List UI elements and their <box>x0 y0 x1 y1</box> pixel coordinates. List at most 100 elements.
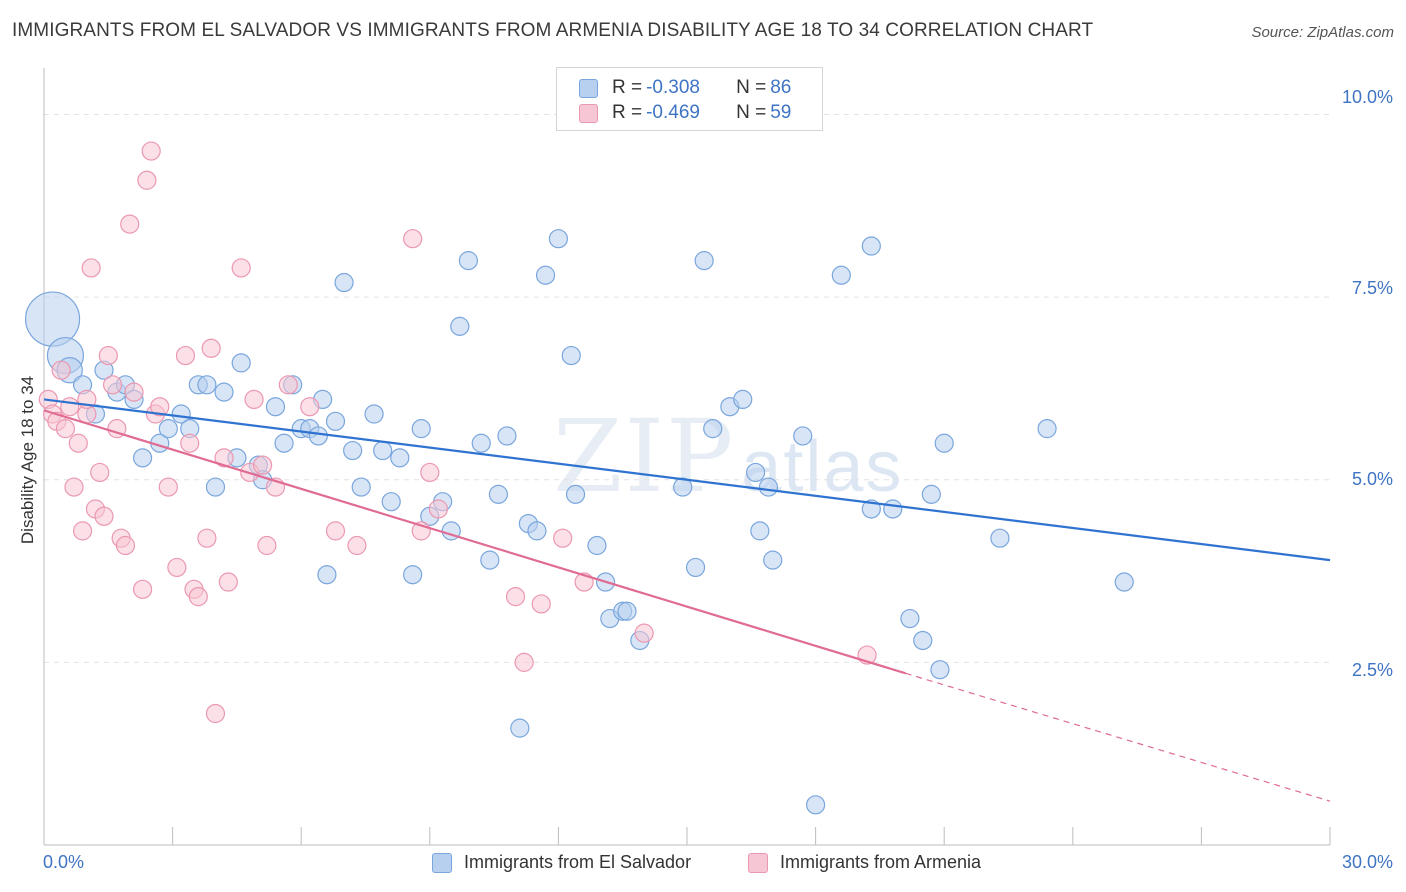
point-el-salvador <box>488 484 508 504</box>
point-armenia <box>278 375 298 395</box>
legend-swatch-pink <box>579 103 598 123</box>
y-tick-label-10: 10.0% <box>1341 87 1393 107</box>
point-el-salvador <box>308 426 328 446</box>
y-axis-label: Disability Age 18 to 34 <box>18 375 37 545</box>
point-el-salvador <box>758 477 779 497</box>
point-armenia <box>137 170 157 190</box>
point-el-salvador <box>990 528 1010 548</box>
point-armenia <box>514 652 534 672</box>
point-armenia <box>158 477 178 497</box>
point-el-salvador <box>403 565 423 585</box>
point-armenia <box>634 623 654 643</box>
point-el-salvador <box>458 251 478 271</box>
point-armenia <box>214 448 234 468</box>
legend-swatch-blue <box>579 78 598 98</box>
point-armenia <box>420 462 440 483</box>
point-armenia <box>253 455 273 475</box>
legend-n-label: N = <box>736 102 767 123</box>
point-el-salvador <box>158 419 178 439</box>
point-el-salvador <box>334 272 354 293</box>
point-el-salvador <box>900 608 920 629</box>
legend-n-value: 59 <box>770 102 792 123</box>
point-el-salvador <box>197 375 217 395</box>
point-el-salvador <box>805 795 826 815</box>
point-el-salvador <box>733 389 753 410</box>
point-el-salvador <box>930 660 950 680</box>
legend-n-label: N = <box>736 77 767 98</box>
point-el-salvador <box>694 251 714 271</box>
point-armenia <box>428 499 448 519</box>
legend-n-value: 86 <box>770 77 792 98</box>
point-el-salvador <box>750 521 770 541</box>
point-armenia <box>505 587 526 607</box>
bottom-legend-label-armenia: Immigrants from Armenia <box>780 852 982 872</box>
point-armenia <box>300 397 320 417</box>
point-armenia <box>244 389 264 410</box>
point-el-salvador <box>390 448 410 468</box>
point-armenia <box>55 419 76 439</box>
legend-r-value: -0.308 <box>646 77 700 98</box>
point-el-salvador <box>214 382 234 402</box>
point-armenia <box>81 258 101 278</box>
point-armenia <box>115 535 136 556</box>
point-el-salvador <box>745 462 766 483</box>
point-armenia <box>180 433 200 453</box>
chart-title: IMMIGRANTS FROM EL SALVADOR VS IMMIGRANT… <box>12 20 1094 41</box>
bottom-legend-armenia: Immigrants from Armenia <box>748 852 981 873</box>
point-el-salvador <box>274 433 294 453</box>
point-el-salvador <box>497 426 517 446</box>
point-el-salvador <box>831 265 851 285</box>
point-el-salvador <box>763 550 783 570</box>
point-el-salvador <box>793 426 813 446</box>
trend-line-armenia-extension <box>905 672 1331 802</box>
point-el-salvador <box>587 535 607 556</box>
point-el-salvador <box>934 433 954 453</box>
point-armenia <box>205 703 226 724</box>
point-armenia <box>553 528 573 548</box>
bottom-legend-el-salvador: Immigrants from El Salvador <box>432 852 691 873</box>
bottom-legend-swatch-pink <box>748 852 768 873</box>
trend-line-el-salvador <box>43 398 1331 562</box>
point-el-salvador <box>381 492 401 512</box>
point-armenia <box>231 258 251 278</box>
point-el-salvador <box>548 229 569 249</box>
point-el-salvador <box>703 419 723 439</box>
correlation-legend: R = -0.308 N = 86 R = -0.469 N = 59 <box>556 67 823 131</box>
point-armenia <box>132 579 153 599</box>
point-armenia <box>403 229 423 249</box>
y-tick-label-5: 5.0% <box>1351 469 1393 489</box>
point-armenia <box>347 535 367 556</box>
point-el-salvador <box>373 440 393 461</box>
point-armenia <box>150 397 170 417</box>
point-el-salvador <box>471 433 491 453</box>
point-el-salvador <box>565 484 586 504</box>
bottom-legend-swatch-blue <box>432 852 452 873</box>
point-el-salvador <box>535 265 556 285</box>
y-tick-label-2-5: 2.5% <box>1351 660 1393 680</box>
point-el-salvador <box>364 404 384 424</box>
point-armenia <box>218 572 238 592</box>
bottom-legend-label-el-salvador: Immigrants from El Salvador <box>464 852 692 872</box>
point-armenia <box>90 462 110 483</box>
point-armenia <box>102 375 123 395</box>
legend-r-value: -0.469 <box>646 102 700 123</box>
y-tick-label-7-5: 7.5% <box>1351 278 1393 298</box>
point-el-salvador <box>861 236 881 256</box>
point-el-salvador <box>317 565 337 585</box>
point-armenia <box>197 528 217 548</box>
point-armenia <box>60 397 80 417</box>
point-el-salvador <box>561 345 581 366</box>
point-el-salvador <box>673 477 693 497</box>
legend-row-el-salvador: R = -0.308 N = 86 <box>579 76 791 100</box>
point-armenia <box>98 345 118 366</box>
point-armenia <box>325 521 346 541</box>
point-armenia <box>94 506 114 526</box>
legend-row-armenia: R = -0.469 N = 59 <box>579 101 791 125</box>
point-el-salvador <box>883 499 903 519</box>
axes <box>43 68 1331 846</box>
point-el-salvador <box>617 601 637 621</box>
point-armenia <box>257 535 277 556</box>
point-el-salvador <box>861 499 881 519</box>
point-el-salvador <box>231 353 251 373</box>
